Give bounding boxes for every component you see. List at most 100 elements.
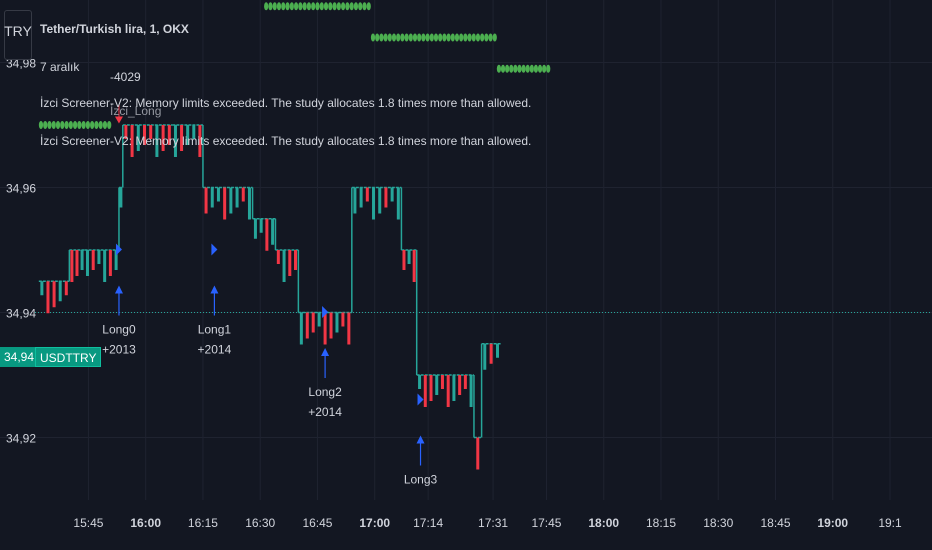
long-signal-value: +2013 <box>102 343 136 357</box>
price-candle <box>64 281 68 296</box>
price-candle <box>384 187 388 208</box>
x-tick-label: 17:14 <box>413 516 443 530</box>
price-candle <box>265 218 269 251</box>
price-candle <box>155 125 159 157</box>
price-candle <box>235 187 239 208</box>
indicator-diamond <box>311 2 316 11</box>
indicator-diamond <box>298 2 303 11</box>
long-marker <box>322 306 329 318</box>
price-candle <box>52 281 56 308</box>
symbol-short: TRY <box>4 23 32 39</box>
indicator-diamond <box>107 121 112 129</box>
indicator-diamond <box>276 2 282 11</box>
price-candle <box>452 375 456 401</box>
indicator-diamond <box>421 33 426 42</box>
indicator-diamond <box>396 33 401 42</box>
indicator-diamond <box>60 121 65 129</box>
indicator-diamond <box>459 33 464 42</box>
x-tick-label: 16:00 <box>130 516 161 530</box>
indicator-diamond <box>332 2 337 11</box>
x-axis[interactable]: 15:45 16:00 16:15 16:30 16:45 17:00 17:14 17:31… <box>73 516 902 530</box>
x-tick-label: 18:30 <box>703 516 733 530</box>
long-arrow-head <box>416 435 425 444</box>
x-tick-label: 15:45 <box>73 516 103 530</box>
y-tick-label: 34,96 <box>6 182 36 196</box>
long-signal-value: +2014 <box>198 343 232 357</box>
price-candle <box>136 125 140 151</box>
indicator-diamond <box>328 2 333 11</box>
indicator-diamond <box>94 121 99 129</box>
x-tick-label: 16:30 <box>245 516 275 530</box>
price-candle <box>276 250 280 264</box>
indicator-diamond <box>417 33 422 42</box>
indicator-diamond <box>366 2 371 11</box>
price-candle <box>58 281 62 302</box>
price-candle <box>124 125 128 139</box>
price-candle <box>390 187 394 202</box>
price-candle <box>317 312 321 327</box>
date-label: 7 aralık <box>40 60 80 74</box>
price-candle <box>119 187 123 208</box>
price-candle <box>186 125 190 145</box>
last-price-tag: 34,94 <box>0 347 39 367</box>
price-candle <box>149 125 153 139</box>
indicator-diamond <box>268 2 273 11</box>
indicator-diamond <box>517 64 522 73</box>
indicator-diamond <box>383 33 388 42</box>
price-candle <box>341 312 345 327</box>
price-candle <box>198 125 202 157</box>
price-candle <box>103 250 107 282</box>
indicator-diamond <box>471 33 476 42</box>
price-candle <box>180 125 184 151</box>
indicator-diamond <box>467 33 472 42</box>
y-axis[interactable]: 34,92 34,94 34,96 34,98 <box>6 57 36 446</box>
long-signal-label: Long2 <box>308 385 342 399</box>
indicator-diamond <box>281 2 286 11</box>
indicator-diamond <box>336 2 341 11</box>
indicator-diamond <box>454 33 460 42</box>
indicator-diamond <box>370 33 376 42</box>
indicator-diamond <box>293 2 299 11</box>
indicator-diamond <box>500 64 506 73</box>
price-candle <box>108 250 112 276</box>
indicator-diamond <box>542 64 547 73</box>
price-candle <box>75 250 79 276</box>
price-candle <box>440 375 444 389</box>
long-arrow-head <box>210 285 219 294</box>
indicator-diamond <box>68 121 73 129</box>
price-candle <box>435 375 439 395</box>
price-candle <box>161 125 165 151</box>
price-bars <box>38 124 501 470</box>
symbol-logo[interactable]: TRY <box>4 10 32 60</box>
y-tick-label: 34,92 <box>6 432 36 446</box>
indicator-diamond <box>521 64 526 73</box>
indicator-bars <box>38 2 551 129</box>
indicator-diamond <box>102 121 108 129</box>
price-candle <box>311 312 315 333</box>
indicator-diamond <box>72 121 78 129</box>
indicator-diamond <box>353 2 359 11</box>
price-candle <box>167 125 171 145</box>
chart-title[interactable]: Tether/Turkish lira, 1, OKX <box>40 22 189 36</box>
price-candle <box>359 187 363 208</box>
price-candle <box>347 312 351 345</box>
y-tick-label: 34,98 <box>6 57 36 71</box>
sell-arrow-head <box>114 116 123 124</box>
indicator-diamond <box>429 33 434 42</box>
indicator-diamond <box>38 121 44 129</box>
y-tick-label: 34,94 <box>6 307 36 321</box>
price-candle <box>402 250 406 270</box>
price-candle <box>259 218 263 233</box>
price-candle <box>353 187 357 214</box>
price-candle <box>365 187 369 202</box>
indicator-diamond <box>433 33 439 42</box>
indicator-diamond <box>387 33 392 42</box>
value-label: -4029 <box>110 70 141 84</box>
long-marker <box>211 243 218 256</box>
long-marker <box>417 393 424 406</box>
x-tick-label: 17:00 <box>359 516 390 530</box>
indicator-diamond <box>425 33 430 42</box>
indicator-diamond <box>358 2 363 11</box>
indicator-diamond <box>480 33 485 42</box>
